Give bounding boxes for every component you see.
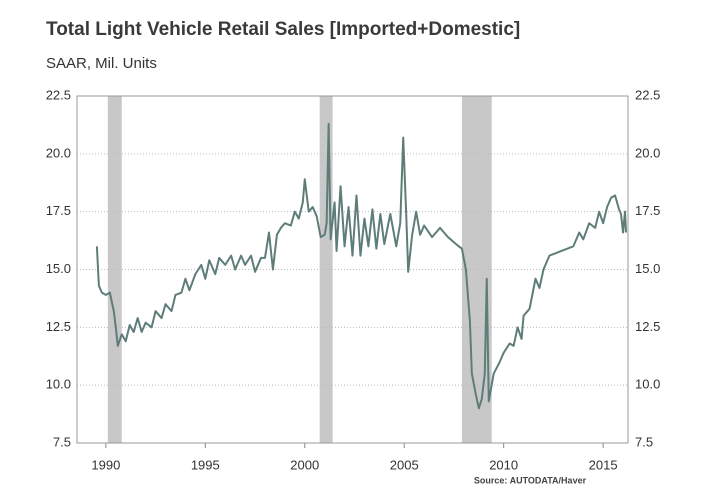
y2-tick-label: 22.5 — [635, 87, 660, 102]
y2-tick-label: 10.0 — [635, 377, 660, 392]
source-note: Source: AUTODATA/Haver — [474, 475, 587, 485]
x-tick-label: 2015 — [589, 457, 618, 472]
y2-tick-label: 15.0 — [635, 261, 660, 276]
y-tick-label: 10.0 — [46, 377, 71, 392]
plot-frame — [76, 95, 629, 444]
chart-title: Total Light Vehicle Retail Sales [Import… — [46, 19, 520, 40]
chart-subtitle: SAAR, Mil. Units — [46, 55, 157, 72]
data-line — [95, 122, 628, 410]
y-tick-label: 12.5 — [46, 319, 71, 334]
y2-tick-label: 12.5 — [635, 319, 660, 334]
x-tick-label: 2010 — [489, 457, 518, 472]
y-tick-label: 7.5 — [53, 434, 71, 449]
y-tick-label: 15.0 — [46, 261, 71, 276]
x-tick-label: 2000 — [290, 457, 319, 472]
recession-band — [107, 96, 122, 443]
y-tick-label: 17.5 — [46, 203, 71, 218]
y-tick-label: 22.5 — [46, 87, 71, 102]
x-tick-label: 1995 — [191, 457, 220, 472]
x-tick-label: 1990 — [91, 457, 120, 472]
y2-tick-label: 17.5 — [635, 203, 660, 218]
y2-tick-label: 20.0 — [635, 145, 660, 160]
x-tick-label: 2005 — [390, 457, 419, 472]
y-tick-label: 20.0 — [46, 145, 71, 160]
y2-tick-label: 7.5 — [635, 434, 653, 449]
